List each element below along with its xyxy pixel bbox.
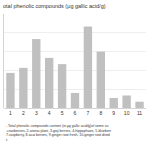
- svg-text:5: 5: [61, 110, 64, 116]
- svg-text:7: 7: [87, 110, 90, 116]
- svg-text:11: 11: [137, 110, 142, 116]
- svg-text:4: 4: [48, 110, 51, 116]
- svg-text:10: 10: [124, 110, 130, 116]
- svg-text:8: 8: [99, 110, 102, 116]
- svg-text:- Total phenolic compounds con: - Total phenolic compounds content (in μ…: [6, 124, 112, 142]
- svg-text:2: 2: [22, 110, 25, 116]
- svg-text:otal phenolic compounds (μg ga: otal phenolic compounds (μg gallic acid/…: [3, 3, 106, 9]
- svg-text:1: 1: [9, 110, 12, 116]
- svg-text:3: 3: [35, 110, 38, 116]
- svg-text:9: 9: [112, 110, 115, 116]
- svg-text:6: 6: [74, 110, 77, 116]
